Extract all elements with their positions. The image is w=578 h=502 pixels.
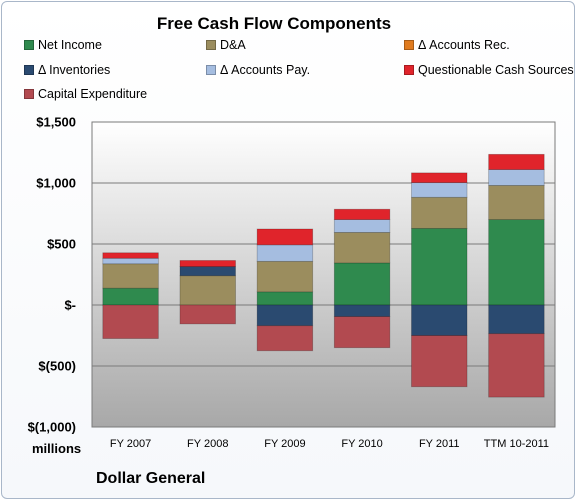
bar-capital-expenditure-fy-2008 (179, 304, 236, 325)
legend-label: Δ Inventories (38, 63, 111, 77)
y-tick-label: $1,000 (36, 176, 76, 191)
legend-item-d-a: D&A (206, 38, 246, 52)
units-label: millions (32, 441, 82, 456)
legend-item-accounts-rec: Δ Accounts Rec. (404, 38, 510, 52)
chart-title: Free Cash Flow Components (156, 14, 392, 33)
y-tick-label: $(500) (38, 359, 76, 374)
bar-questionable-cash-sources-fy-2010 (333, 208, 391, 220)
bar-accounts-pay-fy-2007 (102, 257, 159, 265)
legend-label: Δ Accounts Pay. (220, 63, 311, 77)
bar-capital-expenditure-fy-2007 (102, 304, 159, 339)
bar-d-a-fy-2009 (256, 260, 314, 293)
bar-net-income-ttm-10-2011 (488, 219, 545, 306)
legend-label: Δ Accounts Rec. (418, 38, 510, 52)
bar-accounts-pay-fy-2010 (333, 219, 391, 233)
y-tick-label: $(1,000) (28, 420, 76, 435)
y-tick-label: $1,500 (36, 115, 76, 130)
bar-accounts-pay-fy-2011 (411, 182, 468, 198)
y-tick-label: $500 (47, 237, 76, 252)
bar-inventories-fy-2010 (333, 304, 391, 317)
bar-net-income-fy-2007 (102, 287, 159, 306)
legend-item-accounts-pay: Δ Accounts Pay. (206, 63, 310, 77)
legend-swatch (404, 65, 414, 75)
x-tick-label: FY 2008 (187, 438, 228, 450)
bar-capital-expenditure-ttm-10-2011 (488, 333, 545, 398)
bar-net-income-fy-2009 (256, 291, 314, 306)
bar-inventories-fy-2009 (256, 304, 314, 327)
plot-border (91, 121, 556, 428)
legend-item-questionable-cash-sources: Questionable Cash Sources (404, 63, 574, 77)
legend-swatch (24, 89, 34, 99)
legend-swatch (206, 65, 216, 75)
bar-d-a-fy-2010 (333, 232, 391, 264)
legend-swatch (24, 65, 34, 75)
bar-d-a-fy-2007 (102, 263, 159, 289)
bar-d-a-ttm-10-2011 (488, 185, 545, 221)
legend-label: Questionable Cash Sources (418, 63, 574, 77)
x-tick-label: FY 2011 (419, 438, 460, 450)
legend-swatch (24, 40, 34, 50)
bar-inventories-ttm-10-2011 (488, 304, 545, 335)
legend-swatch (206, 40, 216, 50)
bar-inventories-fy-2011 (411, 304, 468, 336)
x-tick-label: FY 2009 (264, 438, 305, 450)
plot-area (92, 122, 555, 427)
bar-accounts-pay-ttm-10-2011 (488, 169, 545, 186)
legend-label: D&A (220, 38, 246, 52)
bar-inventories-fy-2008 (179, 266, 236, 277)
x-tick-label: FY 2010 (341, 438, 382, 450)
bar-questionable-cash-sources-fy-2007 (102, 252, 159, 259)
x-tick-label: FY 2007 (110, 438, 151, 450)
legend-item-inventories: Δ Inventories (24, 63, 110, 77)
bar-d-a-fy-2011 (411, 196, 468, 229)
legend-item-capital-expenditure: Capital Expenditure (24, 87, 147, 101)
bar-capital-expenditure-fy-2011 (411, 335, 468, 388)
bar-net-income-fy-2010 (333, 262, 391, 306)
legend-swatch (404, 40, 414, 50)
x-tick-label: TTM 10-2011 (484, 438, 549, 450)
legend-item-net-income: Net Income (24, 38, 102, 52)
bar-questionable-cash-sources-fy-2008 (179, 260, 236, 267)
bar-net-income-fy-2011 (411, 227, 468, 306)
y-tick-label: $- (64, 298, 76, 313)
bar-capital-expenditure-fy-2009 (256, 325, 314, 352)
legend-label: Capital Expenditure (38, 87, 148, 101)
bar-questionable-cash-sources-fy-2009 (256, 228, 314, 246)
bar-questionable-cash-sources-fy-2011 (411, 172, 468, 184)
bar-d-a-fy-2008 (179, 275, 236, 306)
bar-questionable-cash-sources-ttm-10-2011 (488, 153, 545, 170)
bar-accounts-pay-fy-2009 (256, 244, 314, 262)
bar-capital-expenditure-fy-2010 (333, 316, 391, 349)
company-name: Dollar General (96, 470, 206, 487)
legend-label: Net Income (38, 38, 102, 52)
